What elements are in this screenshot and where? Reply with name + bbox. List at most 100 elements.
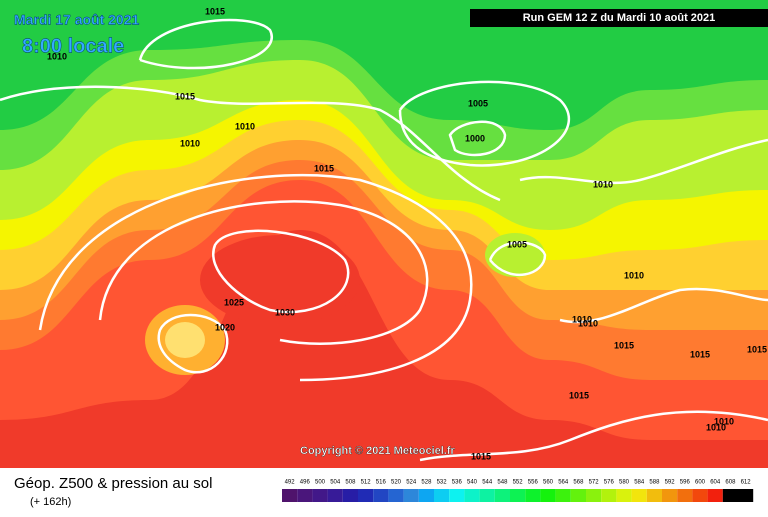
scale-label: 492 <box>285 480 296 486</box>
scale-label: 584 <box>634 480 645 486</box>
isobar <box>398 80 571 167</box>
scale-label: 512 <box>361 480 372 486</box>
scale-label: 540 <box>467 480 478 486</box>
isobar-label: 1015 <box>747 344 767 354</box>
isobar <box>98 200 429 345</box>
scale-swatch <box>722 489 738 502</box>
scale-label: 556 <box>528 480 539 486</box>
scale-label: 528 <box>421 480 432 486</box>
scale-swatch <box>570 489 586 502</box>
scale-swatch <box>297 489 313 502</box>
scale-swatch <box>373 489 389 502</box>
scale-swatch <box>449 489 465 502</box>
isobar-label: 1010 <box>593 179 613 189</box>
isobars <box>0 18 768 462</box>
isobar-label: 1010 <box>624 270 644 280</box>
chart-title: Géop. Z500 & pression au sol <box>14 475 212 492</box>
scale-swatch <box>555 489 571 502</box>
scale-label: 504 <box>330 480 341 486</box>
scale-swatch <box>358 489 374 502</box>
isobar-label: 1020 <box>215 322 235 332</box>
isobar-label: 1010 <box>235 121 255 131</box>
isobar-label: 1010 <box>714 416 734 426</box>
isobar <box>212 229 350 314</box>
scale-swatch <box>282 489 298 502</box>
scale-label: 544 <box>482 480 493 486</box>
scale-label: 516 <box>376 480 387 486</box>
scale-swatch <box>403 489 419 502</box>
scale-swatch <box>646 489 662 502</box>
scale-label: 568 <box>573 480 584 486</box>
scale-swatch <box>692 489 708 502</box>
scale-label: 552 <box>513 480 524 486</box>
scale-swatch <box>312 489 328 502</box>
scale-label: 588 <box>649 480 660 486</box>
scale-label: 524 <box>406 480 417 486</box>
scale-swatch <box>707 489 723 502</box>
scale-swatch <box>540 489 556 502</box>
scale-label: 596 <box>680 480 691 486</box>
scale-swatch <box>434 489 450 502</box>
forecast-time: 8:00 locale <box>22 35 124 57</box>
scale-label: 536 <box>452 480 463 486</box>
scale-label: 592 <box>665 480 676 486</box>
geopotential-field <box>0 0 768 470</box>
isobar-label: 1000 <box>465 133 485 143</box>
isobar-label: 1015 <box>690 349 710 359</box>
scale-swatch <box>662 489 678 502</box>
copyright: Copyright © 2021 Meteociel.fr <box>300 445 456 457</box>
scale-swatch <box>388 489 404 502</box>
scale-label: 532 <box>437 480 448 486</box>
scale-swatch <box>479 489 495 502</box>
isobar-label: 1005 <box>468 98 488 108</box>
isobar <box>157 313 229 374</box>
scale-label: 576 <box>604 480 615 486</box>
scale-label: 496 <box>300 480 311 486</box>
isobar <box>138 18 273 70</box>
scale-swatch <box>327 489 343 502</box>
scale-label: 548 <box>497 480 508 486</box>
isobar-label: 1015 <box>569 390 589 400</box>
isobar <box>0 85 501 202</box>
run-banner <box>470 9 768 27</box>
isobar <box>519 138 768 185</box>
forecast-date: Mardi 17 août 2021 <box>14 12 139 28</box>
scale-label: 600 <box>695 480 706 486</box>
scale-swatch <box>525 489 541 502</box>
field-band <box>0 230 768 470</box>
scale-label: 604 <box>710 480 721 486</box>
scale-swatch <box>738 489 754 502</box>
isobar-label: 1025 <box>224 297 244 307</box>
isobar-label: 1015 <box>205 6 225 16</box>
scale-label: 608 <box>725 480 736 486</box>
isobar-labels: 1015101010151010101010051000101510101005… <box>47 6 767 461</box>
scale-label: 560 <box>543 480 554 486</box>
scale-swatch <box>631 489 647 502</box>
scale-label: 508 <box>345 480 356 486</box>
isobar-label: 1010 <box>47 51 67 61</box>
isobar-label: 1010 <box>572 314 592 324</box>
scale-label: 580 <box>619 480 630 486</box>
isobar-label: 1015 <box>614 340 634 350</box>
scale-swatch <box>464 489 480 502</box>
scale-swatch <box>586 489 602 502</box>
scale-swatch <box>677 489 693 502</box>
scale-label: 564 <box>558 480 569 486</box>
scale-label: 612 <box>741 480 752 486</box>
scale-swatch <box>616 489 632 502</box>
isobar <box>419 410 768 462</box>
isobar-label: 1010 <box>578 318 598 328</box>
isobar-label: 1015 <box>471 451 491 461</box>
isobar-label: 1005 <box>507 239 527 249</box>
scale-label: 500 <box>315 480 326 486</box>
isobar <box>448 120 507 157</box>
scale-swatch <box>418 489 434 502</box>
scale-label: 520 <box>391 480 402 486</box>
isobar <box>38 173 473 382</box>
scale-swatch <box>342 489 358 502</box>
high-core <box>200 235 360 325</box>
scale-swatch <box>510 489 526 502</box>
scale-swatch <box>601 489 617 502</box>
isobar <box>488 241 547 277</box>
